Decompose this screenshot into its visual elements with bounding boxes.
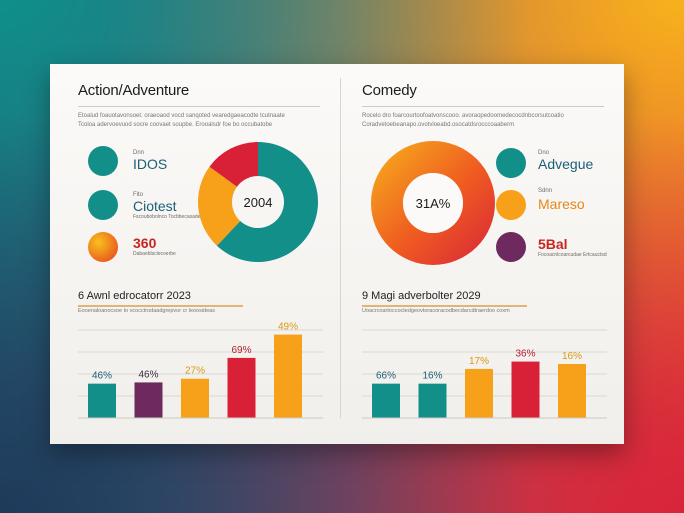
bar-title-rule [78, 305, 243, 307]
bar [274, 334, 302, 418]
bar-value-label: 27% [185, 366, 205, 377]
legend-label: IDOS [133, 156, 168, 172]
panel-divider [340, 78, 341, 418]
legend-small-label: Dno [538, 150, 550, 156]
bar-value-label: 46% [138, 369, 158, 380]
legend-sub-label: Dabaeblsclecoerbe [133, 251, 176, 257]
description-line: Coradvetoebeanapo.ovotvloeabd.osocatdsro… [362, 122, 515, 128]
donut-slice [209, 142, 258, 187]
legend-small-label: Fito [133, 192, 144, 198]
donut-slice [197, 166, 241, 246]
bar-value-label: 49% [278, 322, 298, 333]
bar-value-label: 17% [469, 356, 489, 367]
bar-chart-title: 6 Awnl edrocatorr 2023 [78, 290, 191, 302]
donut-hole [403, 173, 463, 233]
bar [181, 378, 209, 418]
comedy-panel: Comedy Rocelo dro foarcourtoofoatvonscoo… [362, 64, 622, 444]
legend-label: 360 [133, 235, 157, 251]
donut-center-label: 2004 [244, 195, 273, 210]
donut-slice [371, 141, 495, 265]
bar [227, 357, 256, 418]
legend-label: Ciotest [133, 198, 177, 214]
teal-dot-icon [88, 190, 118, 220]
panel-description: Etoalud foauotavonsoet. oraeoaod vocd sa… [78, 112, 308, 130]
legend-small-label: Sdnn [538, 188, 553, 194]
donut-center-label: 31A% [416, 196, 451, 211]
legend-small-label: Dnn [133, 150, 145, 156]
bar-chart-description: Uoacrcoartoccoctedgeovtoracoracodbecdarc… [362, 308, 510, 314]
bar-value-label: 16% [562, 351, 582, 362]
bar [88, 383, 116, 418]
comedy-donut-chart: 31A% [371, 141, 495, 265]
bar [372, 383, 400, 418]
bar-value-label: 46% [92, 371, 112, 382]
title-rule [362, 106, 604, 107]
comedy-bar-chart: 66% 16% 17% 36% 16% [362, 329, 607, 419]
bar [511, 361, 540, 418]
action-donut-chart: 2004 [197, 142, 318, 262]
bar-chart-description: Eooenaloanocsoe to vcocctrodaadgrepvor c… [78, 308, 215, 314]
description-line: Rocelo dro foarcourtoofoatvonscooo. avor… [362, 113, 564, 119]
bar [418, 383, 447, 418]
bar [134, 382, 163, 418]
panel-title: Comedy [362, 82, 417, 99]
panel-description: Rocelo dro foarcourtoofoatvonscooo. avor… [362, 112, 592, 130]
panel-title: Action/Adventure [78, 82, 190, 99]
bar-value-label: 66% [376, 371, 396, 382]
bar-value-label: 69% [231, 345, 251, 356]
orange-dot-icon [88, 232, 118, 262]
action-adventure-panel: Action/Adventure Etoalud foauotavonsoet.… [78, 64, 338, 444]
bar [558, 364, 586, 418]
bar-value-label: 16% [422, 371, 442, 382]
legend-label: Advegue [538, 156, 594, 172]
legend-label: 5Bal [538, 236, 568, 252]
bar-title-rule [362, 305, 527, 307]
legend-label: Mareso [538, 196, 585, 212]
legend-sub-label: Focoacnlcoarcudae Ertcauctsd [538, 252, 607, 258]
teal-dot-icon [88, 146, 118, 176]
action-bar-chart: 46% 46% 27% 69% 49% [78, 322, 323, 419]
description-line: Etoalud foauotavonsoet. oraeoaod vocd sa… [78, 113, 285, 119]
purple-dot-icon [496, 232, 526, 262]
title-rule [78, 106, 320, 107]
orange-dot-icon [496, 190, 526, 220]
bar-chart-title: 9 Magi adverbolter 2029 [362, 290, 481, 302]
donut-slice [216, 142, 318, 262]
bar [465, 368, 493, 418]
teal-dot-icon [496, 148, 526, 178]
bar-value-label: 36% [515, 349, 535, 360]
description-line: Tcoloa adervoevuod socre coovaet soupbe.… [78, 122, 273, 128]
infographic-sheet: Action/Adventure Etoalud foauotavonsoet.… [50, 64, 624, 444]
legend-sub-label: Fscoubobolnco Tocbbecasadenc [133, 214, 206, 220]
